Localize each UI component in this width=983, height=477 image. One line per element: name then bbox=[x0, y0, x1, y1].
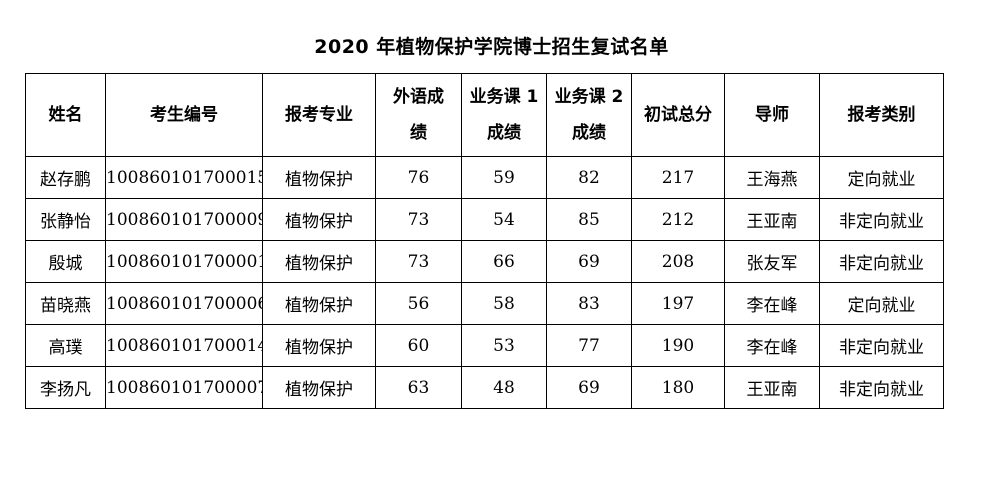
header-label: 业务课 2 bbox=[554, 87, 624, 107]
cell-major: 植物保护 bbox=[262, 282, 376, 325]
table-row: 苗晓燕 100860101700006 植物保护 56 58 83 197 李在… bbox=[25, 282, 944, 325]
column-header-total-score: 初试总分 bbox=[631, 73, 725, 157]
cell-category: 非定向就业 bbox=[819, 324, 944, 367]
cell-candidate-id: 100860101700015 bbox=[105, 156, 263, 199]
cell-course2-score: 69 bbox=[546, 240, 632, 283]
cell-foreign-language-score: 76 bbox=[375, 156, 462, 199]
cell-course1-score: 53 bbox=[461, 324, 547, 367]
candidate-table: 姓名 考生编号 报考专业 外语成 绩 业务课 1 成绩 业务课 2 成绩 初试总… bbox=[25, 73, 944, 409]
header-row: 姓名 考生编号 报考专业 外语成 绩 业务课 1 成绩 业务课 2 成绩 初试总… bbox=[25, 73, 944, 157]
table-row: 李扬凡 100860101700007 植物保护 63 48 69 180 王亚… bbox=[25, 366, 944, 409]
header-label: 成绩 bbox=[572, 123, 606, 143]
cell-total-score: 217 bbox=[631, 156, 725, 199]
cell-major: 植物保护 bbox=[262, 240, 376, 283]
cell-candidate-id: 100860101700007 bbox=[105, 366, 263, 409]
cell-course2-score: 69 bbox=[546, 366, 632, 409]
cell-course1-score: 54 bbox=[461, 198, 547, 241]
cell-name: 李扬凡 bbox=[25, 366, 106, 409]
cell-total-score: 208 bbox=[631, 240, 725, 283]
cell-major: 植物保护 bbox=[262, 324, 376, 367]
header-label: 成绩 bbox=[487, 123, 521, 143]
cell-course2-score: 77 bbox=[546, 324, 632, 367]
header-label: 导师 bbox=[755, 105, 789, 125]
cell-course2-score: 82 bbox=[546, 156, 632, 199]
column-header-name: 姓名 bbox=[25, 73, 106, 157]
cell-major: 植物保护 bbox=[262, 198, 376, 241]
cell-supervisor: 李在峰 bbox=[724, 324, 820, 367]
cell-foreign-language-score: 63 bbox=[375, 366, 462, 409]
cell-total-score: 180 bbox=[631, 366, 725, 409]
cell-candidate-id: 100860101700009 bbox=[105, 198, 263, 241]
cell-foreign-language-score: 73 bbox=[375, 198, 462, 241]
cell-supervisor: 张友军 bbox=[724, 240, 820, 283]
cell-foreign-language-score: 56 bbox=[375, 282, 462, 325]
cell-name: 殷城 bbox=[25, 240, 106, 283]
cell-total-score: 197 bbox=[631, 282, 725, 325]
cell-foreign-language-score: 73 bbox=[375, 240, 462, 283]
table-row: 张静怡 100860101700009 植物保护 73 54 85 212 王亚… bbox=[25, 198, 944, 241]
column-header-foreign-language-score: 外语成 绩 bbox=[375, 73, 462, 157]
cell-category: 非定向就业 bbox=[819, 240, 944, 283]
header-label: 业务课 1 bbox=[469, 87, 539, 107]
cell-course1-score: 48 bbox=[461, 366, 547, 409]
cell-course1-score: 58 bbox=[461, 282, 547, 325]
column-header-major: 报考专业 bbox=[262, 73, 376, 157]
cell-category: 定向就业 bbox=[819, 282, 944, 325]
header-label: 考生编号 bbox=[150, 105, 218, 125]
cell-foreign-language-score: 60 bbox=[375, 324, 462, 367]
cell-supervisor: 王亚南 bbox=[724, 198, 820, 241]
header-label: 外语成 bbox=[393, 87, 444, 107]
cell-course2-score: 83 bbox=[546, 282, 632, 325]
document-title: 2020 年植物保护学院博士招生复试名单 bbox=[314, 36, 669, 58]
cell-category: 定向就业 bbox=[819, 156, 944, 199]
header-label: 绩 bbox=[410, 123, 427, 143]
column-header-category: 报考类别 bbox=[819, 73, 944, 157]
cell-supervisor: 王海燕 bbox=[724, 156, 820, 199]
cell-candidate-id: 100860101700006 bbox=[105, 282, 263, 325]
cell-category: 非定向就业 bbox=[819, 366, 944, 409]
header-label: 报考专业 bbox=[285, 105, 353, 125]
cell-course1-score: 59 bbox=[461, 156, 547, 199]
cell-course1-score: 66 bbox=[461, 240, 547, 283]
cell-name: 张静怡 bbox=[25, 198, 106, 241]
cell-supervisor: 李在峰 bbox=[724, 282, 820, 325]
cell-major: 植物保护 bbox=[262, 366, 376, 409]
column-header-candidate-id: 考生编号 bbox=[105, 73, 263, 157]
header-label: 初试总分 bbox=[644, 105, 712, 125]
cell-total-score: 212 bbox=[631, 198, 725, 241]
header-label: 报考类别 bbox=[847, 105, 916, 125]
column-header-course1-score: 业务课 1 成绩 bbox=[461, 73, 547, 157]
cell-name: 赵存鹏 bbox=[25, 156, 106, 199]
cell-name: 高璞 bbox=[25, 324, 106, 367]
cell-name: 苗晓燕 bbox=[25, 282, 106, 325]
column-header-supervisor: 导师 bbox=[724, 73, 820, 157]
cell-category: 非定向就业 bbox=[819, 198, 944, 241]
column-header-course2-score: 业务课 2 成绩 bbox=[546, 73, 632, 157]
cell-course2-score: 85 bbox=[546, 198, 632, 241]
cell-supervisor: 王亚南 bbox=[724, 366, 820, 409]
header-label: 姓名 bbox=[48, 105, 83, 125]
cell-major: 植物保护 bbox=[262, 156, 376, 199]
table-row: 赵存鹏 100860101700015 植物保护 76 59 82 217 王海… bbox=[25, 156, 944, 199]
table-row: 殷城 100860101700001 植物保护 73 66 69 208 张友军… bbox=[25, 240, 944, 283]
table-row: 高璞 100860101700014 植物保护 60 53 77 190 李在峰… bbox=[25, 324, 944, 367]
cell-candidate-id: 100860101700001 bbox=[105, 240, 263, 283]
cell-total-score: 190 bbox=[631, 324, 725, 367]
cell-candidate-id: 100860101700014 bbox=[105, 324, 263, 367]
